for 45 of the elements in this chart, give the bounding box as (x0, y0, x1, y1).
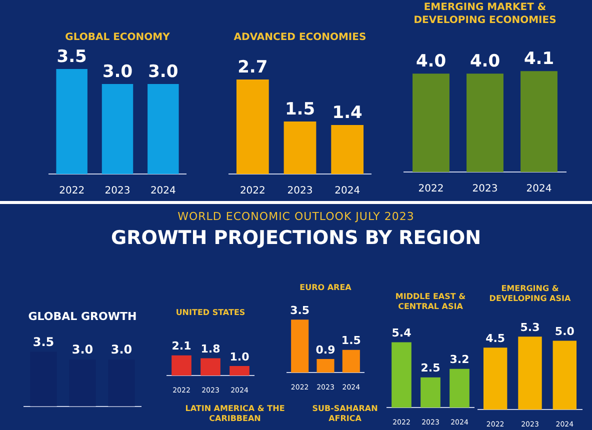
data-label: 2.5 (420, 362, 440, 375)
data-label: 5.3 (520, 320, 540, 334)
x-tick-label: 2023 (287, 186, 313, 197)
data-label: 3.5 (56, 46, 87, 67)
x-tick-label: 2024 (150, 186, 176, 197)
text: LATIN AMERICA & THE CARIBBEAN (184, 404, 286, 424)
x-tick-label: 2024 (526, 184, 552, 195)
x-tick-label: 2023 (472, 184, 498, 195)
chart-title: EMERGING & DEVELOPING ASIA (488, 284, 572, 305)
chart-title: UNITED STATES (174, 308, 246, 319)
data-label: 5.0 (554, 325, 575, 338)
x-tick-label: 2024 (334, 186, 360, 197)
text: SUB-SAHARAN AFRICA (311, 404, 379, 424)
data-label: 3.0 (102, 62, 133, 82)
data-label: 4.0 (416, 52, 446, 72)
x-tick-label: 2023 (104, 186, 130, 197)
x-tick-label: 2022 (240, 186, 266, 197)
data-label: 0.9 (316, 343, 336, 356)
data-label: 1.5 (341, 334, 361, 348)
chart-title: MIDDLE EAST & CENTRAL ASIA (394, 292, 467, 313)
data-label: 1.5 (284, 99, 316, 120)
data-label: 1.0 (230, 350, 250, 364)
data-label: 4.1 (524, 49, 554, 70)
x-tick-label: 2022 (418, 184, 444, 195)
chart-title: EMERGING MARKET & DEVELOPING ECONOMIES (412, 2, 558, 28)
chart-title: GLOBAL GROWTH (27, 310, 138, 325)
data-label: 5.4 (392, 326, 412, 340)
x-tick-label: 2022 (59, 186, 85, 197)
data-label: 2.1 (172, 340, 192, 353)
text: WORLD ECONOMIC OUTLOOK JULY 2023 (176, 210, 416, 223)
chart-title: EURO AREA (298, 283, 352, 294)
data-label: 4.0 (470, 52, 500, 72)
data-label: 4.5 (486, 332, 506, 346)
data-label: 1.4 (332, 102, 363, 123)
data-label: 3.0 (110, 342, 132, 357)
text: GROWTH PROJECTIONS BY REGION (110, 227, 482, 251)
data-label: 1.8 (200, 342, 220, 356)
data-label: 3.5 (290, 304, 310, 317)
chart-title: GLOBAL ECONOMY (64, 32, 171, 45)
data-label: 3.2 (450, 353, 470, 366)
data-label: 3.0 (72, 342, 94, 357)
data-label: 2.7 (238, 57, 268, 78)
data-label: 3.0 (148, 62, 178, 82)
chart-title: ADVANCED ECONOMIES (232, 32, 368, 45)
data-label: 3.5 (32, 334, 54, 349)
